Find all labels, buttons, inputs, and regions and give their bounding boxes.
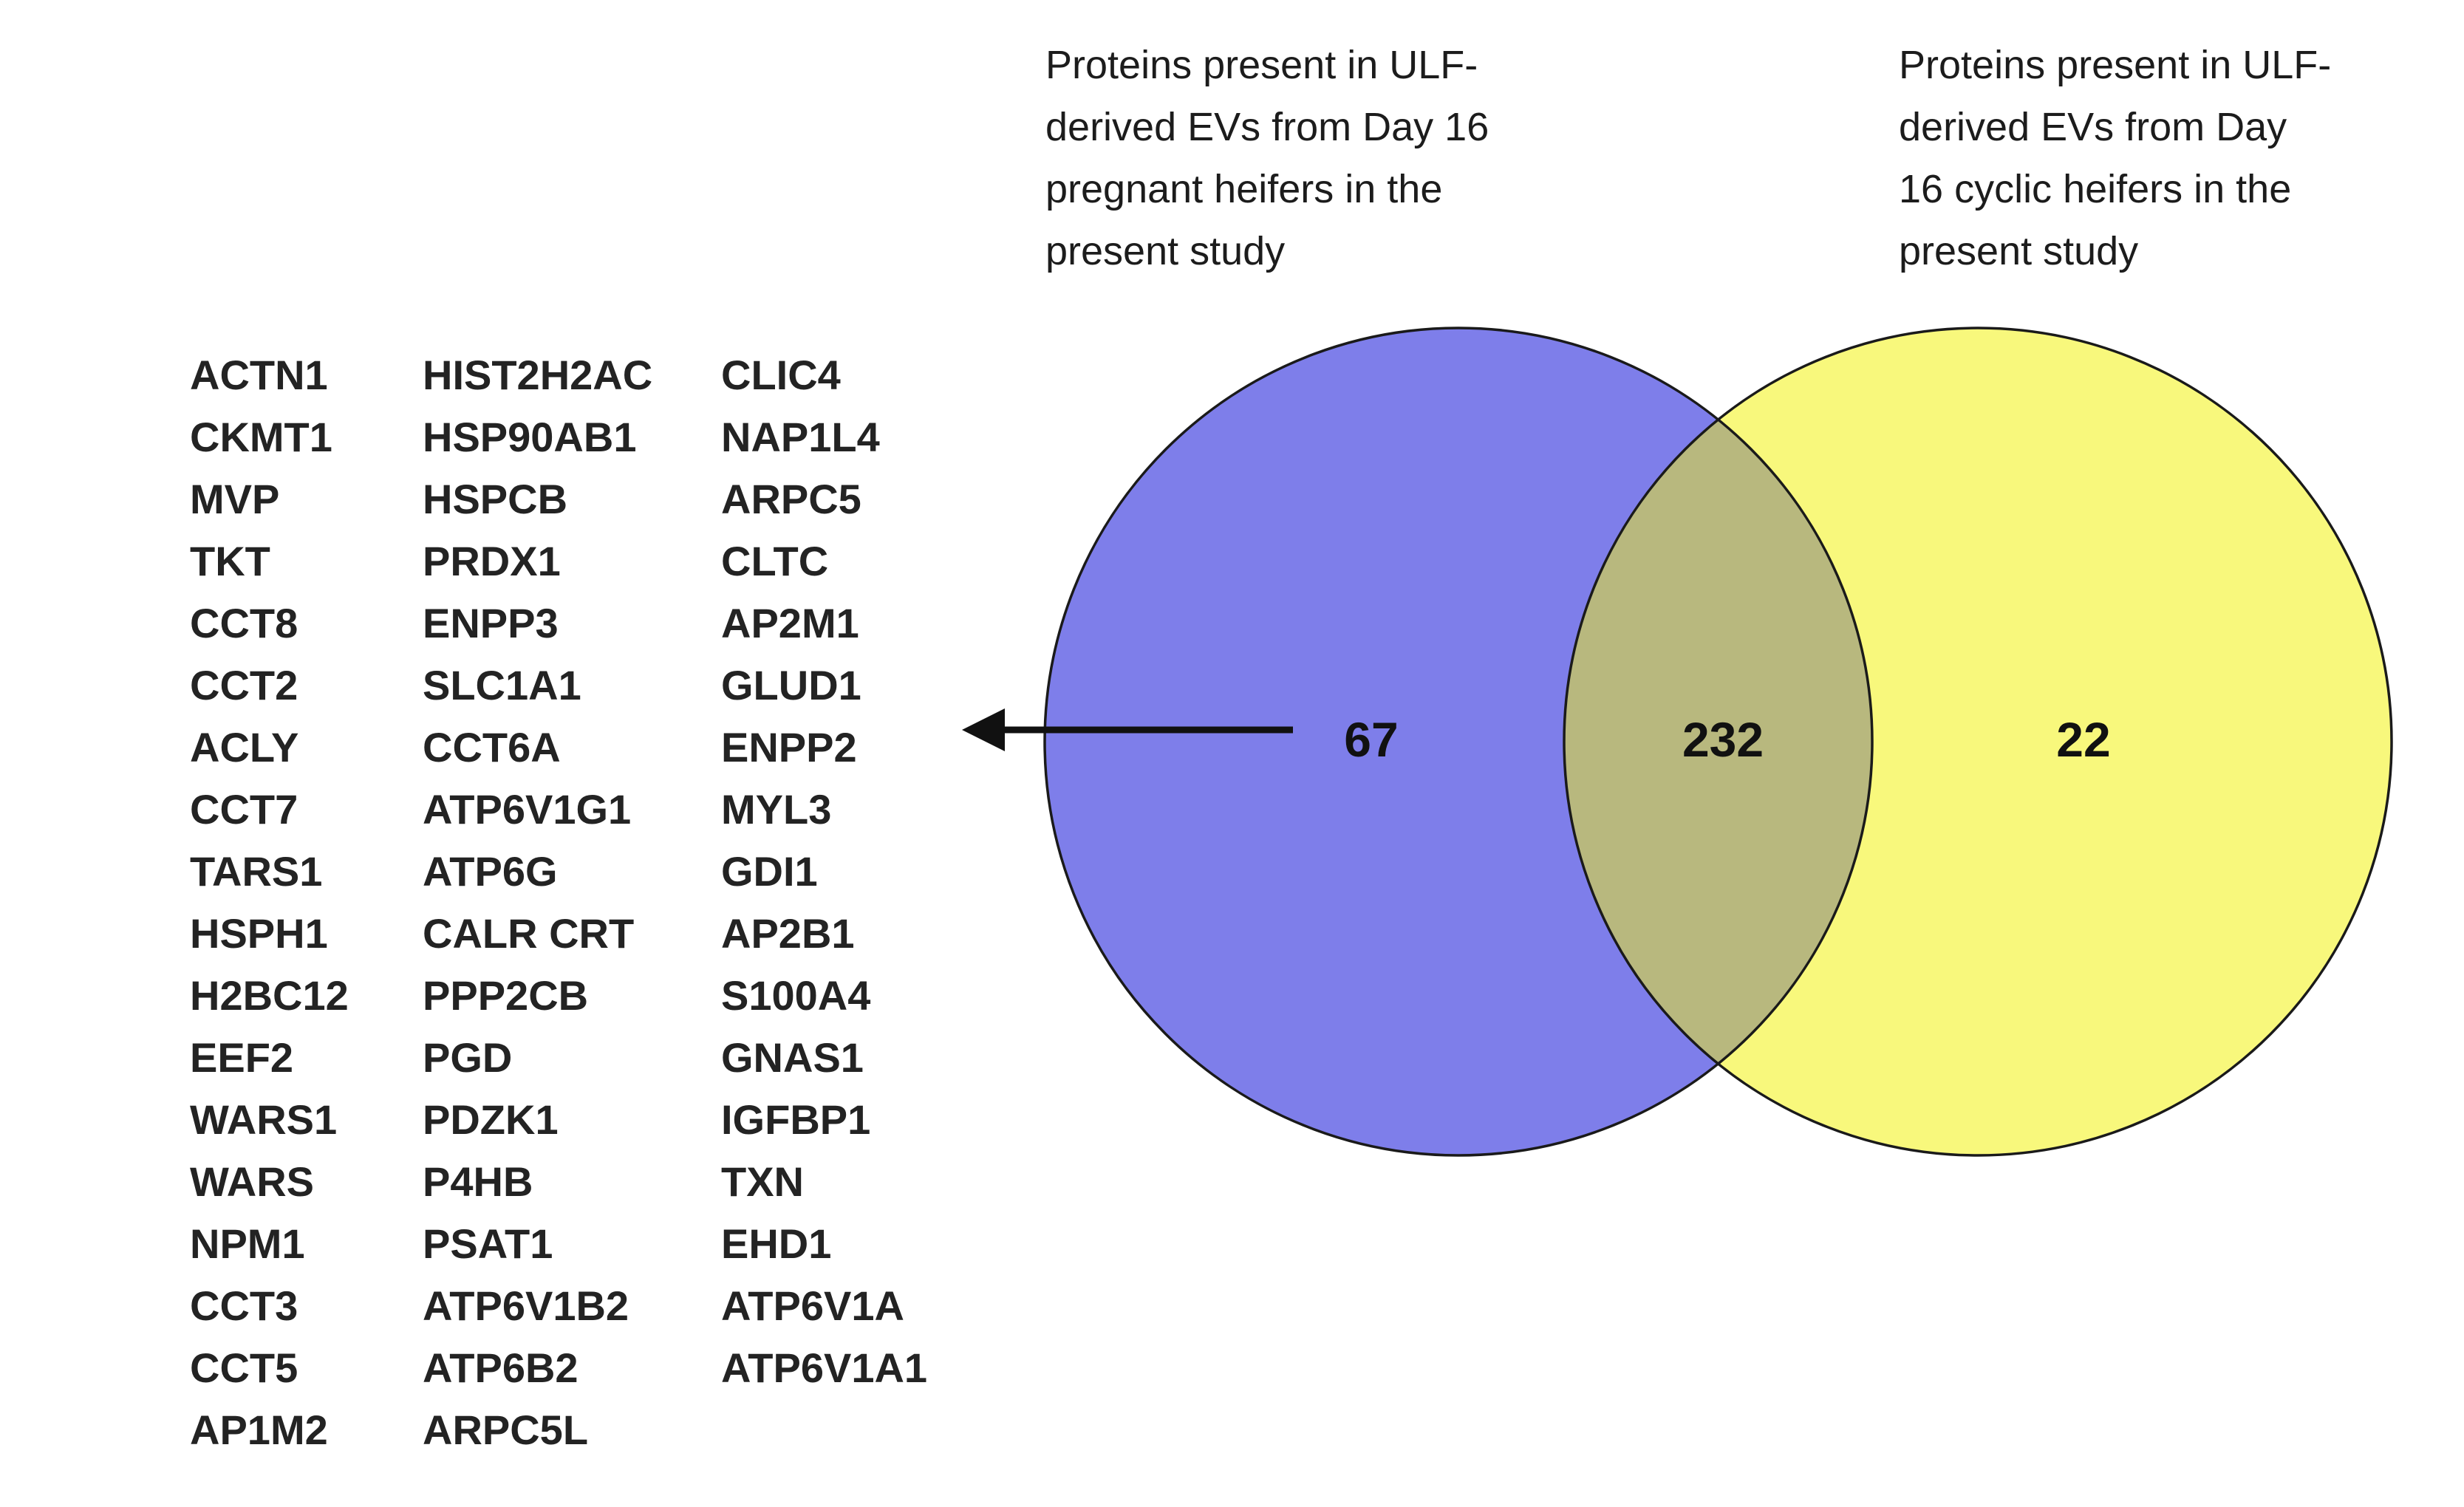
protein-name: WARS bbox=[190, 1158, 314, 1205]
protein-name: CCT2 bbox=[190, 662, 298, 708]
protein-name: GNAS1 bbox=[721, 1034, 864, 1081]
protein-name: NAP1L4 bbox=[721, 414, 880, 460]
protein-name: PSAT1 bbox=[423, 1220, 553, 1267]
protein-name: H2BC12 bbox=[190, 972, 349, 1019]
cyclic-set-label-line: derived EVs from Day bbox=[1899, 105, 2287, 149]
protein-name: CCT7 bbox=[190, 786, 298, 833]
protein-name: PPP2CB bbox=[423, 972, 589, 1019]
protein-name: SLC1A1 bbox=[423, 662, 581, 708]
protein-list-column-3: CLIC4 NAP1L4 ARPC5 CLTC AP2M1 GLUD1 ENPP2 MYL3 G… bbox=[721, 344, 927, 1399]
protein-name: HIST2H2AC bbox=[423, 352, 653, 398]
protein-name: ATP6V1A1 bbox=[721, 1344, 928, 1391]
protein-name: ATP6G bbox=[423, 848, 558, 895]
protein-name: CCT3 bbox=[190, 1282, 298, 1329]
protein-name: TARS1 bbox=[190, 848, 323, 895]
protein-name: GDI1 bbox=[721, 848, 818, 895]
protein-name: MVP bbox=[190, 476, 280, 522]
protein-name: HSPCB bbox=[423, 476, 568, 522]
protein-name: ARPC5L bbox=[423, 1407, 589, 1453]
pregnant-set-label: Proteins present in ULF-derived EVs from… bbox=[1045, 34, 1629, 282]
protein-name: PRDX1 bbox=[423, 538, 561, 584]
protein-name: PGD bbox=[423, 1034, 513, 1081]
cyclic-circle-outline bbox=[1563, 327, 2393, 1157]
protein-name: ARPC5 bbox=[721, 476, 861, 522]
protein-name: PDZK1 bbox=[423, 1096, 559, 1143]
pregnant-circle-outline bbox=[1043, 327, 1874, 1157]
cyclic-set-label-line: present study bbox=[1899, 229, 2139, 273]
protein-name: EEF2 bbox=[190, 1034, 294, 1081]
pregnant-set-label-line: pregnant heifers in the bbox=[1045, 167, 1443, 211]
arrow-to-protein-list bbox=[962, 708, 1293, 751]
left-only-count: 67 bbox=[1344, 712, 1398, 767]
protein-name: TKT bbox=[190, 538, 270, 584]
protein-name: ATP6B2 bbox=[423, 1344, 579, 1391]
venn-overlap-region bbox=[1563, 420, 1873, 1064]
protein-name: IGFBP1 bbox=[721, 1096, 871, 1143]
cyclic-set-label-line: 16 cyclic heifers in the bbox=[1899, 167, 2292, 211]
protein-name: CLIC4 bbox=[721, 352, 841, 398]
protein-name: HSPH1 bbox=[190, 910, 328, 957]
protein-name: ATP6V1B2 bbox=[423, 1282, 629, 1329]
protein-name: AP2B1 bbox=[721, 910, 855, 957]
cyclic-set-label: Proteins present in ULF-derived EVs from… bbox=[1899, 34, 2460, 282]
right-only-count: 22 bbox=[2056, 712, 2110, 767]
protein-name: CCT5 bbox=[190, 1344, 298, 1391]
arrow-head-icon bbox=[962, 708, 1005, 751]
protein-name: CLTC bbox=[721, 538, 829, 584]
protein-name: ENPP2 bbox=[721, 724, 857, 770]
protein-name: ACLY bbox=[190, 724, 299, 770]
protein-name: AP2M1 bbox=[721, 600, 859, 646]
protein-name: GLUD1 bbox=[721, 662, 861, 708]
protein-name: P4HB bbox=[423, 1158, 533, 1205]
pregnant-set-label-line: Proteins present in ULF- bbox=[1045, 43, 1478, 87]
protein-name: ATP6V1A bbox=[721, 1282, 904, 1329]
protein-name: CCT8 bbox=[190, 600, 298, 646]
protein-name: CCT6A bbox=[423, 724, 561, 770]
protein-name: ENPP3 bbox=[423, 600, 559, 646]
protein-name: ATP6V1G1 bbox=[423, 786, 632, 833]
cyclic-set-label-line: Proteins present in ULF- bbox=[1899, 43, 2332, 87]
protein-name: CALR CRT bbox=[423, 910, 635, 957]
protein-name: NPM1 bbox=[190, 1220, 305, 1267]
intersection-count: 232 bbox=[1682, 712, 1764, 767]
protein-name: MYL3 bbox=[721, 786, 832, 833]
protein-name: HSP90AB1 bbox=[423, 414, 637, 460]
protein-name: CKMT1 bbox=[190, 414, 332, 460]
protein-name: ACTN1 bbox=[190, 352, 328, 398]
protein-name: AP1M2 bbox=[190, 1407, 328, 1453]
pregnant-set-label-line: derived EVs from Day 16 bbox=[1045, 105, 1489, 149]
protein-name: S100A4 bbox=[721, 972, 871, 1019]
protein-name: TXN bbox=[721, 1158, 804, 1205]
protein-list-column-1: ACTN1 CKMT1 MVP TKT CCT8 CCT2 ACLY CCT7 TARS1 HSP… bbox=[190, 344, 349, 1461]
pregnant-set-label-line: present study bbox=[1045, 229, 1286, 273]
protein-name: WARS1 bbox=[190, 1096, 338, 1143]
protein-list-column-2: HIST2H2AC HSP90AB1 HSPCB PRDX1 ENPP3 SLC1A1 CC… bbox=[423, 344, 652, 1461]
protein-name: EHD1 bbox=[721, 1220, 832, 1267]
